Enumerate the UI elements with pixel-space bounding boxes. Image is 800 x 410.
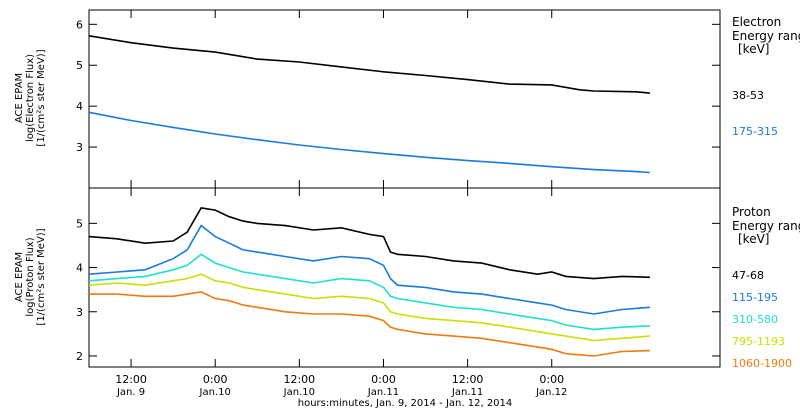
proton-legend-title: Proton [732,205,771,219]
electron-y-label-line-1: ACE EPAM [14,73,25,123]
electron-legend-subtitle: Energy ranges [732,29,800,43]
x-tick-time-label: 12:00 [115,373,147,386]
legend-entry-115-195: 115-195 [732,291,778,304]
x-tick-date-label: Jan.10 [283,387,315,398]
y-tick-label: 2 [76,350,83,363]
electron-legend-title: Electron [732,15,781,29]
series-line-1060-1900 [89,291,650,357]
y-tick-label: 5 [76,217,83,230]
legend-entry-175-315: 175-315 [732,125,778,138]
proton-panel: 2 3 4 5 ACE EPAM log(Proton Flux) [1/(cm²s … [14,187,800,370]
proton-y-label: ACE EPAM log(Proton Flux) [1/(cm²s ster … [14,228,47,325]
legend-entry-38-53: 38-53 [732,89,764,102]
proton-legend-subtitle: Energy ranges [732,219,800,233]
proton-x-ticks [130,188,553,367]
x-axis-title: hours:minutes, Jan. 9, 2014 - Jan. 12, 2… [298,398,513,409]
proton-legend-unit: [keV] [738,232,769,246]
y-tick-label: 4 [76,100,83,113]
series-line-38-53 [88,35,650,94]
legend-entry-310-580: 310-580 [732,313,778,326]
series-line-310-580 [88,253,650,331]
electron-series [88,35,650,174]
x-tick-time-label: 0:00 [539,373,564,386]
proton-legend: Proton Energy ranges [keV] 47-68 115-195… [732,205,800,370]
proton-y-label-line-3: [1/(cm²s ster MeV)] [36,228,47,325]
x-tick-date-label: Jan.10 [199,387,231,398]
y-tick-label: 4 [76,262,83,275]
electron-panel: 3 4 5 6 ACE EPAM log(Electron Flux) [1/(cm²… [14,9,800,189]
y-tick-label: 5 [76,59,83,72]
x-tick-date-label: Jan.12 [535,387,567,398]
x-tick-time-label: 12:00 [452,373,484,386]
y-tick-label: 3 [76,306,83,319]
electron-y-ticks: 3 4 5 6 [76,18,720,154]
electron-x-ticks [130,10,553,188]
proton-y-ticks: 2 3 4 5 [76,217,720,363]
series-line-175-315 [88,111,650,174]
proton-y-label-line-2: log(Proton Flux) [25,237,36,316]
electron-y-label-line-2: log(Electron Flux) [25,54,36,142]
proton-y-label-line-1: ACE EPAM [14,252,25,302]
x-tick-time-label: 0:00 [371,373,396,386]
electron-legend: Electron Energy ranges [keV] 38-53 175-3… [732,15,800,138]
legend-entry-47-68: 47-68 [732,269,764,282]
electron-y-label-line-3: [1/(cm²s ster MeV)] [36,49,47,146]
y-tick-label: 3 [76,141,83,154]
y-tick-label: 6 [76,18,83,31]
legend-entry-1060-1900: 1060-1900 [732,357,792,370]
x-tick-time-label: 12:00 [283,373,315,386]
x-tick-date-label: Jan.11 [451,387,483,398]
legend-entry-795-1193: 795-1193 [732,335,785,348]
x-tick-date-label: Jan.11 [367,387,399,398]
series-line-115-195 [88,224,650,315]
x-tick-time-label: 0:00 [203,373,228,386]
series-line-795-1193 [88,273,650,342]
electron-y-label: ACE EPAM log(Electron Flux) [1/(cm²s ste… [14,49,47,146]
electron-plot-frame [88,9,721,189]
electron-legend-unit: [keV] [738,42,769,56]
series-line-47-68 [88,207,650,280]
x-tick-date-label: Jan. 9 [116,387,145,398]
proton-plot-frame [88,187,721,368]
proton-series [88,207,650,357]
